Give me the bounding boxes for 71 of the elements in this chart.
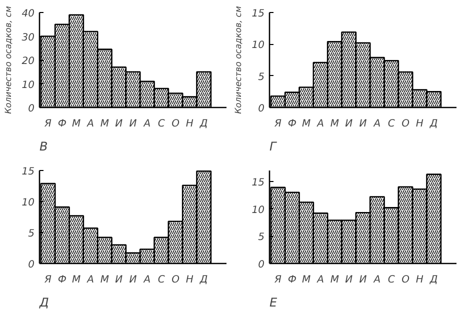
x-tick-label: М <box>330 118 340 130</box>
x-tick-label: А <box>86 274 94 286</box>
y-tick-label: 5 <box>28 228 35 240</box>
y-tick-label: 0 <box>28 104 35 114</box>
x-tick-label: Д <box>198 274 208 286</box>
y-tick-label: 10 <box>252 204 265 216</box>
x-tick-label: Н <box>416 274 424 286</box>
y-axis-title: Количество осадков, см <box>4 6 14 114</box>
x-tick-label: М <box>100 118 110 130</box>
x-tick-label: И <box>345 274 354 286</box>
y-tick-label: 10 <box>252 40 265 52</box>
y-axis-title: Количество осадков, см <box>234 6 244 114</box>
y-tick-label: 15 <box>252 177 265 188</box>
y-tick-label: 5 <box>258 232 265 244</box>
x-tick-label: А <box>142 118 151 130</box>
y-tick-label: 0 <box>258 260 265 270</box>
y-tick-label: 40 <box>22 8 35 20</box>
x-tick-label: А <box>86 118 94 130</box>
x-tick-label: Н <box>186 118 194 130</box>
x-tick-label: М <box>72 118 82 130</box>
x-tick-label: Ф <box>288 118 297 130</box>
y-tick-label: 10 <box>22 80 35 91</box>
x-tick-label: Д <box>428 274 438 286</box>
x-tick-label: А <box>316 274 324 286</box>
y-tick-label: 30 <box>22 32 35 44</box>
x-tick-label: Я <box>274 118 282 130</box>
x-tick-label: И <box>359 118 368 130</box>
x-tick-label: А <box>372 274 381 286</box>
x-tick-label: Ф <box>58 118 67 130</box>
x-tick-label: М <box>72 274 82 286</box>
x-tick-label: Н <box>416 118 424 130</box>
x-tick-label: С <box>388 118 395 130</box>
x-tick-label: И <box>115 118 124 130</box>
x-tick-label: И <box>129 118 138 130</box>
x-tick-label: О <box>172 274 180 286</box>
y-tick-label: 0 <box>258 104 265 114</box>
x-tick-label: Д <box>198 118 208 130</box>
x-tick-label: А <box>142 274 151 286</box>
x-tick-label: Я <box>44 118 52 130</box>
x-tick-label: А <box>372 118 381 130</box>
x-tick-label: Я <box>274 274 282 286</box>
x-tick-label: Ф <box>288 274 297 286</box>
x-tick-label: С <box>158 274 165 286</box>
x-tick-label: С <box>158 118 165 130</box>
x-tick-label: И <box>345 118 354 130</box>
x-tick-label: Н <box>186 274 194 286</box>
x-tick-label: М <box>100 274 110 286</box>
y-tick-label: 15 <box>22 166 35 178</box>
x-tick-label: И <box>129 274 138 286</box>
x-tick-label: М <box>302 274 312 286</box>
x-tick-label: А <box>316 118 324 130</box>
x-tick-label: Ф <box>58 274 67 286</box>
x-tick-label: О <box>402 118 410 130</box>
y-tick-label: 10 <box>22 198 35 208</box>
x-tick-label: О <box>402 274 410 286</box>
x-tick-label: И <box>359 274 368 286</box>
x-tick-label: Д <box>428 118 438 130</box>
text: Е <box>270 296 278 310</box>
x-tick-label: И <box>115 274 124 286</box>
x-tick-label: М <box>330 274 340 286</box>
x-tick-label: М <box>302 118 312 130</box>
x-tick-label: О <box>172 118 180 130</box>
x-tick-label: Я <box>44 274 52 286</box>
y-tick-label: 0 <box>28 260 35 270</box>
y-tick-label: 20 <box>22 56 35 67</box>
y-tick-label: 15 <box>252 8 265 20</box>
y-tick-label: 5 <box>258 72 265 83</box>
text: В <box>40 140 48 154</box>
x-tick-label: С <box>388 274 395 286</box>
text: Д <box>38 296 49 310</box>
text: Г <box>270 140 278 154</box>
